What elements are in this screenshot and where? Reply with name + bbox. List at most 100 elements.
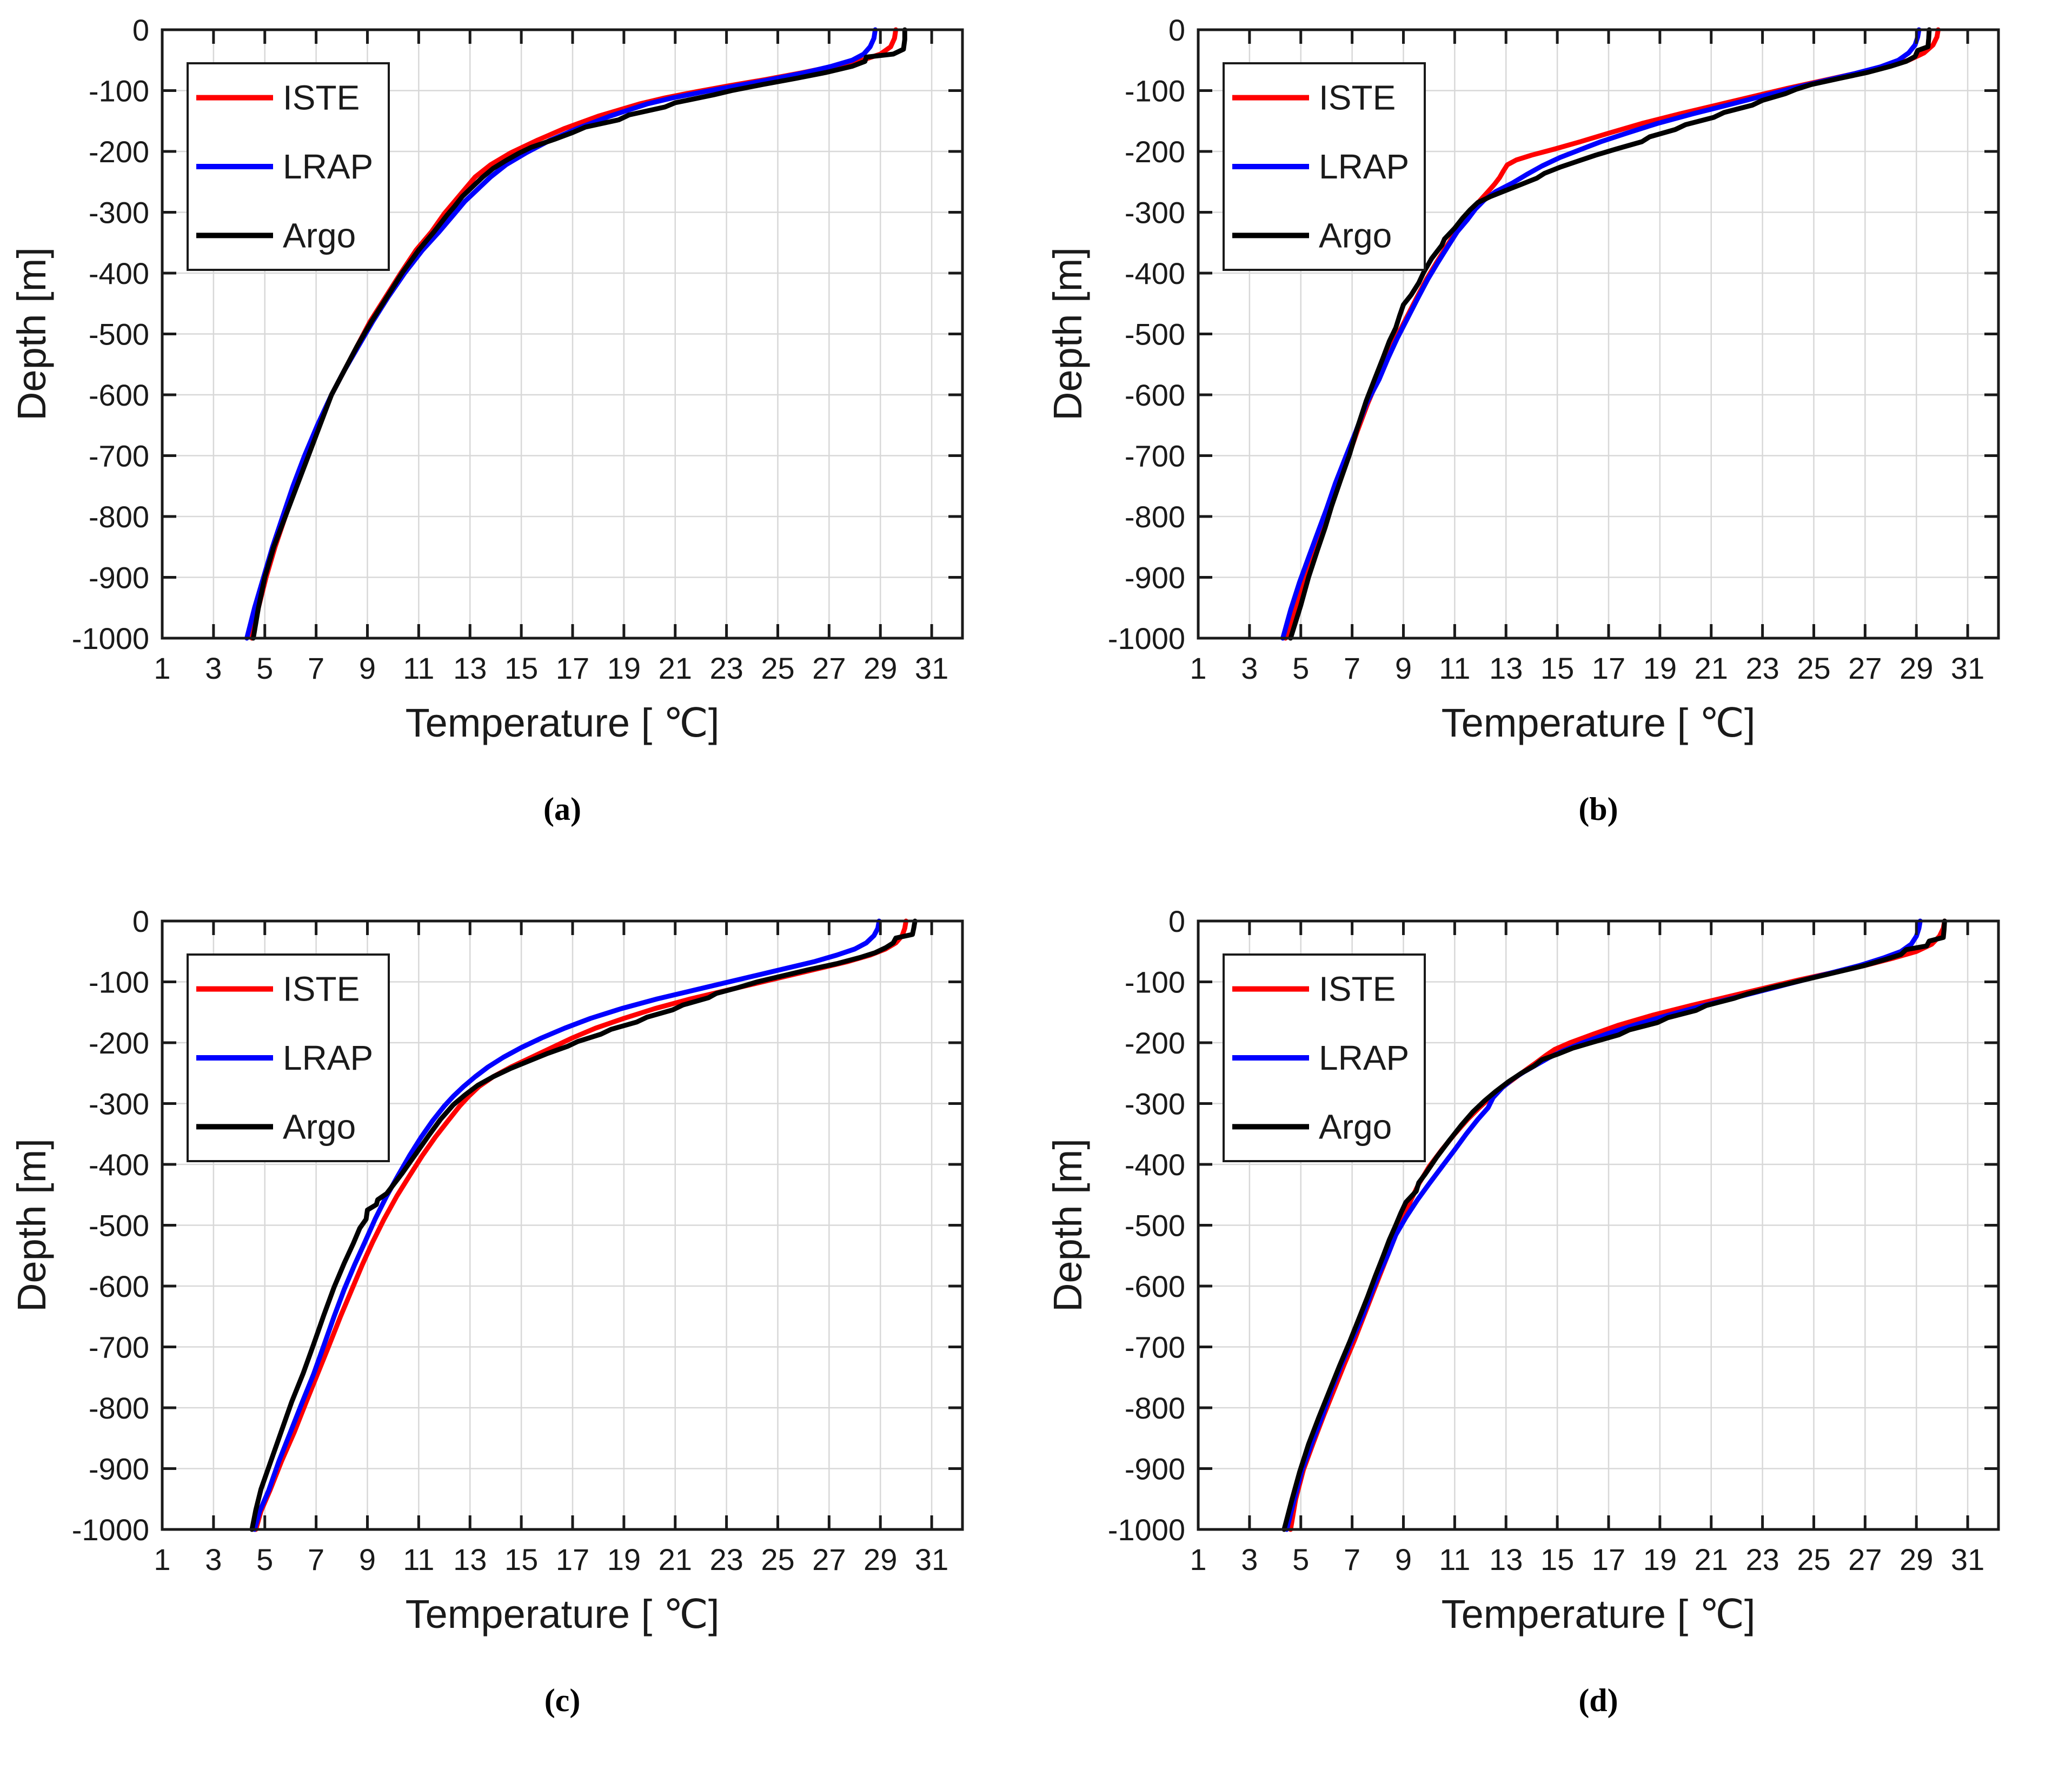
series-line-LRAP bbox=[244, 27, 878, 641]
x-tick-label: 15 bbox=[1540, 651, 1574, 685]
x-tick-label: 11 bbox=[1439, 1542, 1470, 1576]
y-tick-label: -900 bbox=[1125, 1452, 1185, 1486]
x-tick-label: 1 bbox=[1190, 1542, 1206, 1576]
x-tick-label: 3 bbox=[205, 651, 222, 685]
x-tick-label: 19 bbox=[1643, 651, 1677, 685]
y-tick-label: 0 bbox=[1168, 904, 1185, 938]
y-tick-label: -800 bbox=[1125, 1391, 1185, 1425]
series-line-Argo bbox=[1281, 918, 1947, 1532]
temperature-depth-chart-b: 1 3 5 7 9 11 13 15 17 19 21 23 25 27 29 310-100-200-300… bbox=[1045, 13, 2000, 745]
x-tick-label: 11 bbox=[403, 651, 434, 685]
x-tick-label: 21 bbox=[1695, 1542, 1728, 1576]
x-tick-label: 9 bbox=[1395, 1542, 1412, 1576]
x-tick-label: 17 bbox=[556, 1542, 589, 1576]
x-tick-label: 23 bbox=[1745, 651, 1779, 685]
y-tick-label: -200 bbox=[89, 1026, 149, 1060]
y-tick-label: -200 bbox=[89, 135, 149, 169]
x-tick-label: 25 bbox=[761, 651, 794, 685]
x-tick-label: 17 bbox=[556, 651, 589, 685]
x-tick-label: 21 bbox=[659, 1542, 692, 1576]
series-line-LRAP bbox=[252, 918, 882, 1532]
y-tick-label: -700 bbox=[1125, 439, 1185, 473]
x-tick-label: 31 bbox=[1951, 1542, 1984, 1576]
y-tick-label: -500 bbox=[89, 317, 149, 352]
y-tick-label: -800 bbox=[89, 500, 149, 534]
x-tick-label: 11 bbox=[1439, 651, 1470, 685]
x-tick-label: 27 bbox=[812, 1542, 846, 1576]
y-tick-label: -400 bbox=[89, 1148, 149, 1182]
x-tick-label: 29 bbox=[1900, 651, 1933, 685]
x-tick-label: 7 bbox=[1344, 1542, 1360, 1576]
legend-label-Argo: Argo bbox=[1319, 1107, 1392, 1146]
panel-c: 1 3 5 7 9 11 13 15 17 19 21 23 25 27 29 31 0 -100 -200 -300… bbox=[0, 891, 1036, 1782]
x-tick-label: 5 bbox=[256, 651, 273, 685]
x-tick-label: 13 bbox=[453, 1542, 487, 1576]
legend-label-LRAP: LRAP bbox=[283, 1038, 373, 1077]
x-tick-label: 31 bbox=[915, 1542, 948, 1576]
caption-text: (b) bbox=[1578, 791, 1618, 827]
series-line-Argo bbox=[1288, 27, 1932, 641]
x-tick-label: 1 bbox=[1190, 651, 1206, 685]
x-tick-label: 11 bbox=[403, 1542, 434, 1576]
y-tick-label: 0 bbox=[1168, 13, 1185, 47]
y-tick-label: -600 bbox=[89, 378, 149, 412]
legend-label-LRAP: LRAP bbox=[1319, 1038, 1409, 1077]
x-tick-label: 7 bbox=[1344, 651, 1360, 685]
legend-label-ISTE: ISTE bbox=[1319, 78, 1396, 117]
y-tick-label: -100 bbox=[89, 74, 149, 108]
y-tick-label: -100 bbox=[1125, 74, 1185, 108]
y-tick-label: -1000 bbox=[1108, 1513, 1185, 1547]
x-tick-label: 29 bbox=[1900, 1542, 1933, 1576]
panel-caption-c: (c) bbox=[544, 1682, 581, 1719]
y-tick-label: -100 bbox=[89, 965, 149, 999]
y-tick-label: -800 bbox=[1125, 500, 1185, 534]
temperature-depth-chart-c: 1 3 5 7 9 11 13 15 17 19 21 23 25 27 29 310-100-200-300… bbox=[9, 904, 964, 1637]
x-axis-label: Temperature [ ℃] bbox=[406, 1592, 720, 1637]
y-tick-label: -600 bbox=[1125, 1269, 1185, 1303]
y-tick-label: -900 bbox=[1125, 561, 1185, 595]
y-axis-label: Depth [m] bbox=[9, 247, 54, 421]
x-tick-label: 15 bbox=[504, 1542, 538, 1576]
x-tick-label: 5 bbox=[1292, 1542, 1309, 1576]
series-line-Argo bbox=[249, 918, 918, 1532]
x-tick-label: 17 bbox=[1592, 651, 1625, 685]
x-tick-label: 7 bbox=[308, 1542, 324, 1576]
x-tick-label: 25 bbox=[761, 1542, 794, 1576]
x-tick-label: 31 bbox=[1951, 651, 1984, 685]
x-tick-label: 21 bbox=[1695, 651, 1728, 685]
x-tick-label: 15 bbox=[1540, 1542, 1574, 1576]
y-tick-label: -700 bbox=[89, 439, 149, 473]
caption-text: (c) bbox=[544, 1682, 581, 1718]
y-tick-label: -500 bbox=[89, 1209, 149, 1243]
y-tick-label: -500 bbox=[1125, 317, 1185, 352]
y-tick-label: 0 bbox=[132, 13, 149, 47]
panel-caption-d: (d) bbox=[1578, 1682, 1618, 1719]
x-tick-label: 31 bbox=[915, 651, 948, 685]
y-axis-label: Depth [m] bbox=[9, 1138, 54, 1312]
x-tick-label: 9 bbox=[359, 1542, 376, 1576]
x-tick-label: 3 bbox=[205, 1542, 222, 1576]
y-tick-label: -700 bbox=[1125, 1330, 1185, 1364]
x-tick-label: 15 bbox=[504, 651, 538, 685]
y-tick-label: -300 bbox=[89, 1087, 149, 1121]
x-tick-label: 25 bbox=[1797, 651, 1830, 685]
y-tick-label: -600 bbox=[89, 1269, 149, 1303]
x-axis-label: Temperature [ ℃] bbox=[1442, 1592, 1756, 1637]
y-tick-label: -900 bbox=[89, 561, 149, 595]
x-tick-label: 1 bbox=[154, 1542, 170, 1576]
x-tick-label: 13 bbox=[453, 651, 487, 685]
x-tick-label: 19 bbox=[1643, 1542, 1677, 1576]
x-tick-label: 21 bbox=[659, 651, 692, 685]
y-tick-label: -100 bbox=[1125, 965, 1185, 999]
x-tick-label: 25 bbox=[1797, 1542, 1830, 1576]
y-tick-label: -900 bbox=[89, 1452, 149, 1486]
y-axis-label: Depth [m] bbox=[1045, 1138, 1090, 1312]
temperature-depth-chart-a: 1 3 5 7 9 11 13 15 17 19 21 23 25 27 29 310-100-200-300… bbox=[9, 13, 964, 745]
x-tick-label: 5 bbox=[1292, 651, 1309, 685]
legend-label-LRAP: LRAP bbox=[1319, 147, 1409, 186]
temperature-depth-chart-d: 1 3 5 7 9 11 13 15 17 19 21 23 25 27 29 310-100-200-300… bbox=[1045, 904, 2000, 1637]
y-tick-label: -500 bbox=[1125, 1209, 1185, 1243]
y-tick-label: 0 bbox=[132, 904, 149, 938]
x-tick-label: 19 bbox=[607, 1542, 641, 1576]
x-tick-label: 29 bbox=[864, 1542, 897, 1576]
